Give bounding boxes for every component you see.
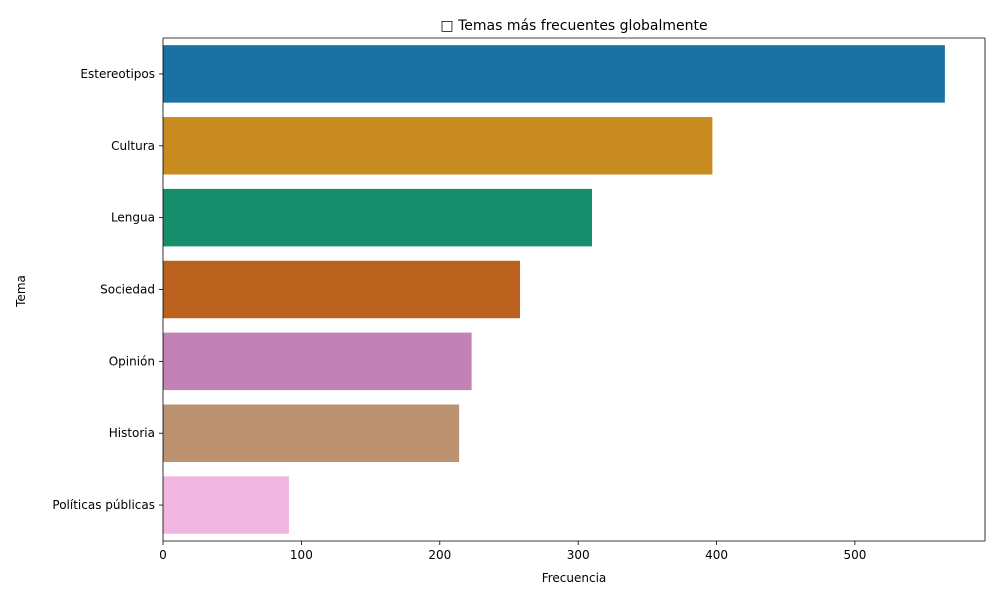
x-tick-label: 0 <box>159 548 167 562</box>
x-tick-label: 500 <box>843 548 866 562</box>
x-ticks-group: 0 100 200 300 400 500 <box>159 541 866 562</box>
y-tick-label: Opinión <box>109 354 155 368</box>
x-tick-label: 100 <box>290 548 313 562</box>
y-tick-label: Lengua <box>111 211 155 225</box>
y-axis-title: Tema <box>14 275 28 308</box>
bars-group <box>163 45 945 534</box>
bar-pol-ticas-p-blicas <box>163 476 289 534</box>
x-axis-title: Frecuencia <box>542 571 607 585</box>
y-tick-label: Historia <box>109 426 155 440</box>
x-tick-label: 200 <box>428 548 451 562</box>
bar-sociedad <box>163 260 521 319</box>
y-tick-label: Cultura <box>111 139 155 153</box>
bar-opini-n <box>163 332 472 391</box>
x-tick-label: 300 <box>567 548 590 562</box>
chart-title: □ Temas más frecuentes globalmente <box>440 18 707 34</box>
bar-lengua <box>163 188 592 247</box>
bar-cultura <box>163 117 713 175</box>
y-tick-label: Políticas públicas <box>52 498 155 512</box>
y-ticks-group: Estereotipos Cultura Lengua Sociedad Opinión… <box>52 67 163 512</box>
bar-estereotipos <box>163 45 945 103</box>
axes-frame <box>162 37 986 542</box>
y-tick-label: Estereotipos <box>80 67 155 81</box>
x-tick-label: 400 <box>705 548 728 562</box>
bar-historia <box>163 404 460 462</box>
y-tick-label: Sociedad <box>100 283 155 297</box>
